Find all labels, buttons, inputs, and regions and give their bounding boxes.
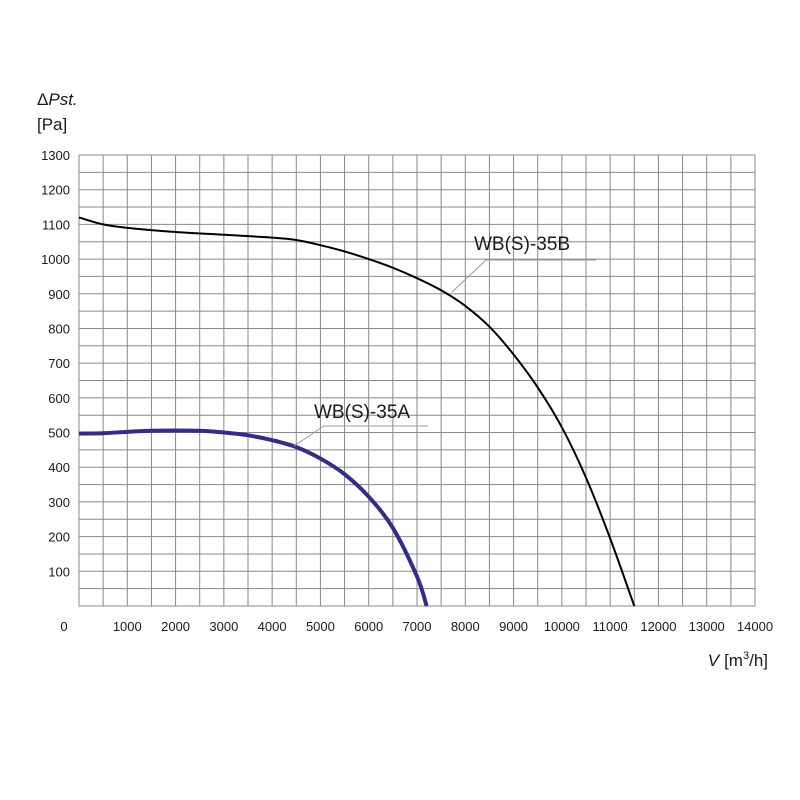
x-axis-label-unit-post: /h]: [749, 651, 768, 670]
x-tick-label: 1000: [113, 619, 142, 634]
y-tick-label: 500: [48, 426, 70, 441]
x-tick-label: 2000: [161, 619, 190, 634]
x-tick-label: 9000: [499, 619, 528, 634]
origin-label: 0: [60, 619, 67, 634]
y-axis-label-symbol: Δ: [37, 90, 48, 109]
y-axis-ticks: 100 200 300 400 500 600 700 800 900 1000 1100 1200 1…: [41, 148, 70, 579]
y-tick-label: 1300: [41, 148, 70, 163]
y-tick-label: 1000: [41, 252, 70, 267]
x-tick-label: 7000: [403, 619, 432, 634]
x-tick-label: 13000: [689, 619, 725, 634]
x-tick-label: 12000: [640, 619, 676, 634]
series-label-wbs-35a: WB(S)-35A: [314, 402, 410, 423]
x-axis-label: V [m3/h]: [708, 650, 768, 670]
y-tick-label: 700: [48, 356, 70, 371]
y-tick-label: 400: [48, 460, 70, 475]
y-axis-label-var: Pst.: [48, 90, 77, 109]
chart-grid: [78, 154, 756, 607]
leader-line-wbs-35a: [293, 425, 428, 447]
y-tick-label: 800: [48, 321, 70, 336]
y-tick-label: 1200: [41, 183, 70, 198]
series-line-wbs-35b: [78, 216, 636, 607]
leader-line-wbs-35b: [451, 259, 596, 293]
series-label-wbs-35b: WB(S)-35B: [474, 234, 570, 255]
x-axis-label-var: V: [708, 651, 721, 670]
y-axis-label: ΔPst.: [37, 90, 78, 109]
y-axis-unit: [Pa]: [37, 115, 67, 134]
y-tick-label: 200: [48, 530, 70, 545]
x-axis-ticks: 1000 2000 3000 4000 5000 6000 7000 8000 9000 1000…: [113, 619, 773, 634]
series-line-wbs-35a: [78, 428, 429, 607]
x-tick-label: 6000: [354, 619, 383, 634]
y-tick-label: 300: [48, 495, 70, 510]
y-tick-label: 100: [48, 564, 70, 579]
y-tick-label: 600: [48, 391, 70, 406]
series-label-leaders: [293, 259, 596, 447]
x-axis-label-unit-sup: 3: [743, 650, 749, 662]
x-tick-label: 3000: [209, 619, 238, 634]
x-tick-label: 10000: [544, 619, 580, 634]
chart-curves: [78, 216, 636, 607]
x-tick-label: 11000: [593, 619, 628, 634]
y-tick-label: 1100: [42, 217, 70, 232]
x-tick-label: 14000: [737, 619, 773, 634]
x-tick-label: 5000: [306, 619, 335, 634]
y-tick-label: 900: [48, 287, 70, 302]
x-tick-label: 8000: [451, 619, 480, 634]
x-tick-label: 4000: [258, 619, 287, 634]
x-axis-label-unit-pre: [m: [724, 651, 743, 670]
